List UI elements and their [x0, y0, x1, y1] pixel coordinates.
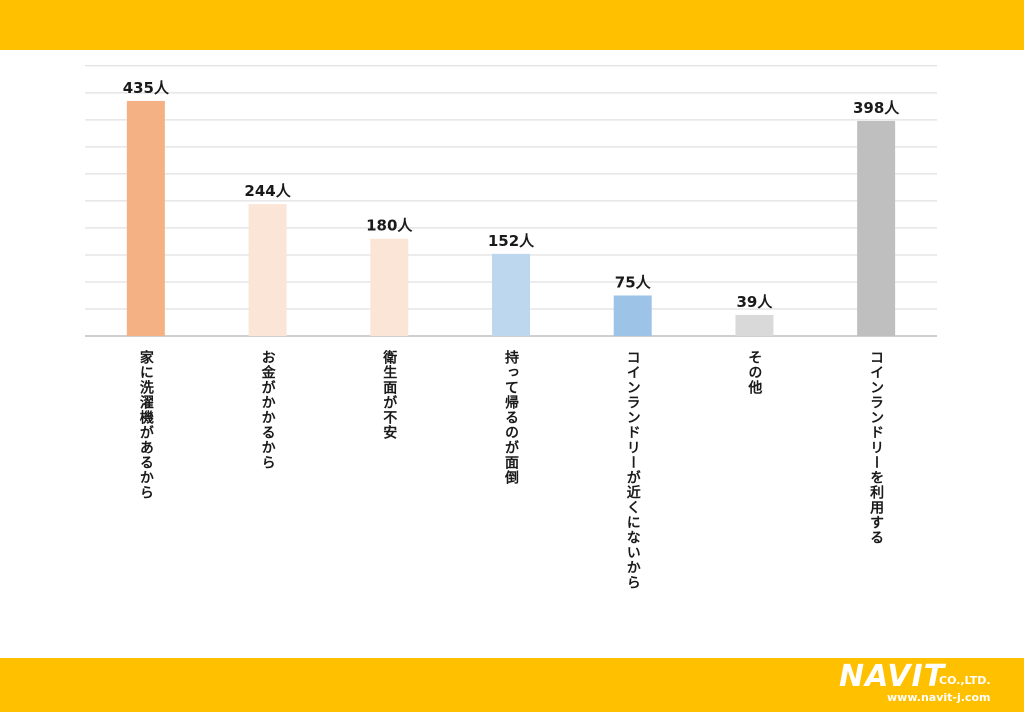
category-label: コインランドリーを利用する: [868, 350, 885, 545]
top-banner: [0, 0, 1024, 50]
value-label: 435人: [123, 79, 170, 97]
value-label: 244人: [244, 182, 291, 200]
category-label: 衛生面が不安: [381, 350, 398, 440]
value-label: 398人: [853, 99, 900, 117]
bar: [735, 314, 774, 336]
bar: [370, 238, 409, 336]
logo-url: www.navit-j.com: [887, 691, 991, 704]
logo-company-suffix: CO.,LTD.: [939, 674, 991, 687]
bar: [857, 120, 896, 336]
category-label: お金がかかるから: [259, 350, 276, 470]
value-label: 39人: [736, 293, 773, 311]
category-label: コインランドリーが近くにないから: [624, 350, 641, 590]
bar: [492, 253, 530, 336]
bar: [248, 204, 287, 336]
value-label: 152人: [488, 232, 535, 250]
bars: [126, 100, 896, 337]
value-label: 75人: [615, 273, 652, 291]
category-label: その他: [746, 350, 763, 395]
value-label: 180人: [366, 217, 413, 235]
logo-wordmark: NAVIT: [839, 659, 946, 694]
bar: [613, 295, 652, 336]
bottom-banner: [0, 658, 1024, 712]
company-logo: NAVIT CO.,LTD. www.navit-j.com: [839, 662, 1014, 708]
bar: [126, 100, 165, 337]
bar-chart: 435人 244人 180人 152人 75人 39人 398人: [85, 65, 937, 337]
category-label: 持って帰るのが面倒: [503, 350, 519, 485]
value-labels: 435人 244人 180人 152人 75人 39人 398人: [123, 79, 901, 311]
category-label: 家に洗濯機があるから: [137, 350, 154, 500]
